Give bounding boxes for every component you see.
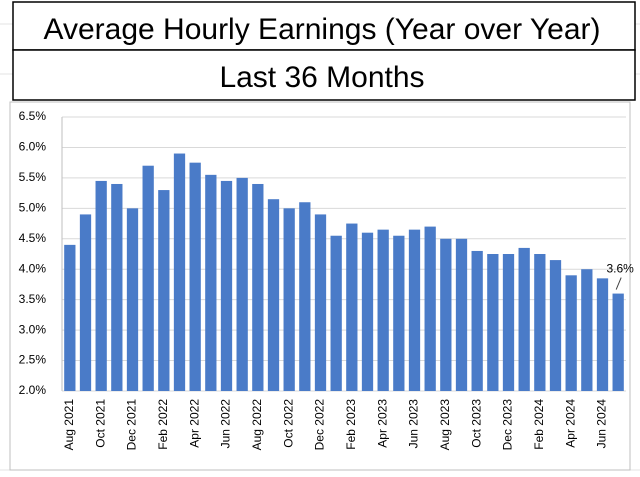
subtitle-cell xyxy=(12,49,636,101)
bar xyxy=(267,199,280,391)
y-tick-label: 2.5% xyxy=(19,353,47,367)
value-label: 3.6% xyxy=(606,262,634,276)
chart-title: Average Hourly Earnings (Year over Year) xyxy=(44,13,601,46)
y-tick-label: 5.0% xyxy=(19,201,47,215)
x-tick-label: Oct 2023 xyxy=(469,399,483,448)
y-tick-label: 6.0% xyxy=(19,140,47,154)
bar xyxy=(126,208,139,391)
bar xyxy=(142,165,154,391)
x-tick-label: Jun 2022 xyxy=(219,399,233,449)
y-tick-label: 4.0% xyxy=(19,261,47,275)
bar xyxy=(440,238,452,391)
x-tick-label: Jun 2024 xyxy=(595,399,609,449)
bar xyxy=(64,244,76,391)
x-tick-label: Dec 2021 xyxy=(125,399,139,451)
x-tick-label: Aug 2023 xyxy=(438,399,452,451)
bar xyxy=(565,275,577,391)
x-tick-label: Dec 2022 xyxy=(313,399,327,451)
leader-line xyxy=(615,277,622,290)
x-tick-label: Jun 2023 xyxy=(407,399,421,449)
bar xyxy=(205,174,217,391)
x-tick-label: Oct 2021 xyxy=(93,399,107,448)
bar xyxy=(173,153,186,391)
bar xyxy=(361,232,374,391)
x-tick-label: Apr 2022 xyxy=(187,399,201,448)
bar xyxy=(299,202,311,391)
x-tick-label: Aug 2022 xyxy=(250,399,264,451)
bar xyxy=(534,254,546,391)
bar xyxy=(314,214,327,391)
title-cell xyxy=(12,1,636,51)
bar xyxy=(393,235,405,391)
bar xyxy=(596,278,609,391)
bar xyxy=(330,235,342,391)
bar xyxy=(581,269,593,391)
bar xyxy=(471,250,483,391)
bar xyxy=(111,183,123,391)
bar xyxy=(424,226,436,391)
x-tick-label: Oct 2022 xyxy=(281,399,295,448)
y-tick-label: 6.5% xyxy=(19,109,47,123)
bar xyxy=(502,254,515,391)
x-tick-label: Aug 2021 xyxy=(62,399,76,451)
bar xyxy=(408,229,421,391)
bar xyxy=(518,247,530,391)
bar xyxy=(252,183,264,391)
y-tick-label: 3.0% xyxy=(19,322,47,336)
bar xyxy=(236,177,248,391)
bar xyxy=(158,190,170,391)
bar xyxy=(220,180,233,391)
x-tick-label: Feb 2024 xyxy=(532,399,546,450)
bar xyxy=(95,180,107,391)
y-tick-label: 5.5% xyxy=(19,170,47,184)
bar xyxy=(79,214,92,391)
chart-subtitle: Last 36 Months xyxy=(219,61,424,94)
bar xyxy=(612,293,624,391)
x-tick-label: Apr 2024 xyxy=(563,399,577,448)
bar xyxy=(455,238,468,391)
x-tick-label: Apr 2023 xyxy=(375,399,389,448)
bar xyxy=(283,208,295,391)
y-tick-label: 4.5% xyxy=(19,231,47,245)
bar xyxy=(189,162,201,391)
x-tick-label: Feb 2023 xyxy=(344,399,358,450)
x-tick-label: Feb 2022 xyxy=(156,399,170,450)
y-tick-label: 3.5% xyxy=(19,292,47,306)
y-tick-label: 2.0% xyxy=(19,383,47,397)
bar xyxy=(346,223,358,391)
bar xyxy=(549,260,562,391)
bar xyxy=(377,229,389,391)
x-tick-label: Dec 2023 xyxy=(501,399,515,451)
bar xyxy=(487,254,499,391)
